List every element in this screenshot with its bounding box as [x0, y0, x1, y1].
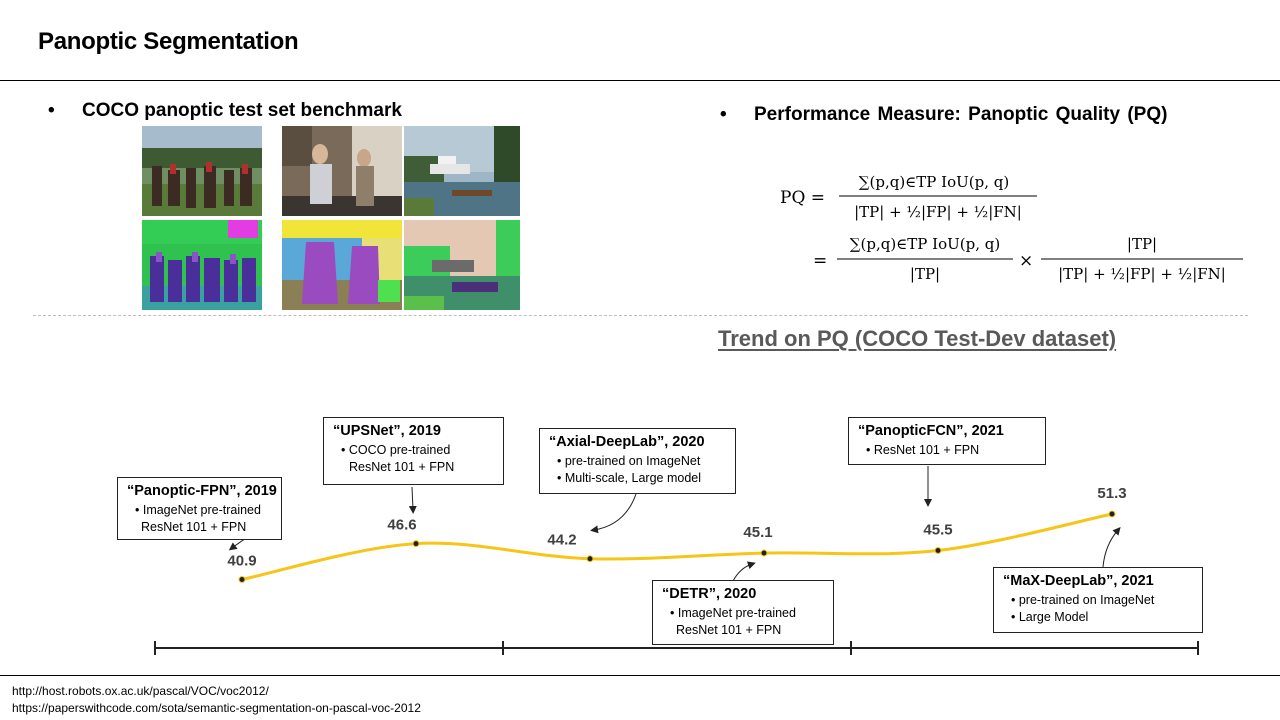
- callout-max-deeplab: “MaX-DeepLab”, 2021 • pre-trained on Ima…: [993, 567, 1203, 633]
- formula-line2-numerator-2: |TP|: [1127, 235, 1157, 253]
- timeline-axis: [154, 641, 1199, 655]
- value-label: 46.6: [387, 517, 416, 534]
- arrow-detr: [732, 561, 756, 582]
- callout-title: “MaX-DeepLab”, 2021: [1003, 573, 1154, 589]
- callout-detr: “DETR”, 2020 • ImageNet pre-trained ResN…: [652, 580, 834, 645]
- data-points: [238, 510, 1116, 583]
- formula-line1-numerator: ∑(p,q)∈TP IoU(p, q): [859, 173, 1009, 191]
- callout-line: ResNet 101 + FPN: [349, 460, 455, 474]
- formula-line1-denominator: |TP| + ½|FP| + ½|FN|: [854, 203, 1022, 221]
- photo-lake: [404, 126, 520, 216]
- callout-line: • ImageNet pre-trained: [135, 503, 261, 517]
- callout-panoptic-fpn: “Panoptic-FPN”, 2019 • ImageNet pre-trai…: [117, 477, 282, 540]
- data-point: [586, 555, 594, 563]
- title-divider: [0, 80, 1280, 81]
- data-point: [238, 576, 246, 583]
- formula-line2-eq: =: [813, 251, 827, 271]
- arrow-upsnet: [408, 486, 417, 514]
- photo-horses: [142, 126, 262, 216]
- callout-line: • ResNet 101 + FPN: [866, 443, 980, 457]
- value-labels: 40.9 46.6 44.2 45.1 45.5 51.3: [227, 485, 1126, 570]
- callout-panopticfcn: “PanopticFCN”, 2021 • ResNet 101 + FPN: [848, 417, 1046, 465]
- value-label: 44.2: [547, 532, 576, 549]
- trend-title: Trend on PQ (COCO Test-Dev dataset): [718, 326, 1117, 351]
- formula-line2-denominator-2: |TP| + ½|FP| + ½|FN|: [1058, 265, 1226, 283]
- bullet-text: COCO panoptic test set benchmark: [82, 100, 402, 121]
- callout-upsnet: “UPSNet”, 2019 • COCO pre-trained ResNet…: [323, 417, 504, 485]
- value-label: 40.9: [227, 553, 256, 570]
- bullet-icon: •: [720, 104, 727, 125]
- data-point: [412, 540, 420, 548]
- callout-line: ResNet 101 + FPN: [141, 520, 247, 534]
- arrow-axial-deeplab: [590, 493, 637, 534]
- callout-title: “UPSNet”, 2019: [333, 423, 441, 439]
- mask-horses: [142, 220, 262, 310]
- callout-title: “DETR”, 2020: [662, 586, 757, 602]
- trend-line: [241, 512, 1113, 581]
- callout-title: “Axial-DeepLab”, 2020: [549, 434, 705, 450]
- pq-trend-chart: 40.9 46.6 44.2 45.1 45.5 51.3: [154, 466, 1199, 655]
- mask-lake: [404, 220, 520, 310]
- formula-times: ×: [1019, 251, 1033, 271]
- formula-line2-denominator-1: |TP|: [910, 265, 940, 283]
- section-divider: [33, 315, 1248, 316]
- callout-line: • Large Model: [1011, 610, 1089, 624]
- pq-formula: PQ = ∑(p,q)∈TP IoU(p, q) |TP| + ½|FP| + …: [780, 173, 1243, 283]
- footer-divider: [0, 675, 1280, 676]
- data-point: [934, 547, 942, 555]
- callout-title: “PanopticFCN”, 2021: [858, 423, 1004, 439]
- formula-line2-numerator-1: ∑(p,q)∈TP IoU(p, q): [850, 235, 1000, 253]
- callout-line: • COCO pre-trained: [341, 443, 451, 457]
- sample-image-grid: [142, 126, 520, 310]
- formula-lhs: PQ =: [780, 188, 825, 208]
- value-label: 45.1: [743, 524, 772, 541]
- callout-line: • Multi-scale, Large model: [557, 471, 702, 485]
- callout-line: • ImageNet pre-trained: [670, 606, 796, 620]
- arrow-max-deeplab: [1102, 526, 1121, 568]
- callout-axial-deeplab: “Axial-DeepLab”, 2020 • pre-trained on I…: [539, 428, 736, 494]
- callout-line: ResNet 101 + FPN: [676, 623, 782, 637]
- reference-link-paperswithcode[interactable]: https://paperswithcode.com/sota/semantic…: [12, 701, 421, 715]
- data-point: [1108, 510, 1116, 518]
- data-point: [760, 549, 768, 557]
- callout-line: • pre-trained on ImageNet: [557, 454, 701, 468]
- bullet-text: Performance Measure: Panoptic Quality (P…: [754, 104, 1168, 125]
- value-label: 51.3: [1097, 485, 1126, 502]
- value-label: 45.5: [923, 522, 952, 539]
- callout-line: • pre-trained on ImageNet: [1011, 593, 1155, 607]
- callout-title: “Panoptic-FPN”, 2019: [127, 483, 277, 499]
- bullet-coco-benchmark: • COCO panoptic test set benchmark: [48, 100, 402, 122]
- reference-link-voc[interactable]: http://host.robots.ox.ac.uk/pascal/VOC/v…: [12, 684, 269, 698]
- mask-people: [282, 220, 402, 310]
- page-title: Panoptic Segmentation: [38, 28, 299, 55]
- bullet-pq-measure: • Performance Measure: Panoptic Quality (…: [720, 104, 1167, 126]
- photo-people: [282, 126, 402, 216]
- bullet-icon: •: [48, 100, 55, 121]
